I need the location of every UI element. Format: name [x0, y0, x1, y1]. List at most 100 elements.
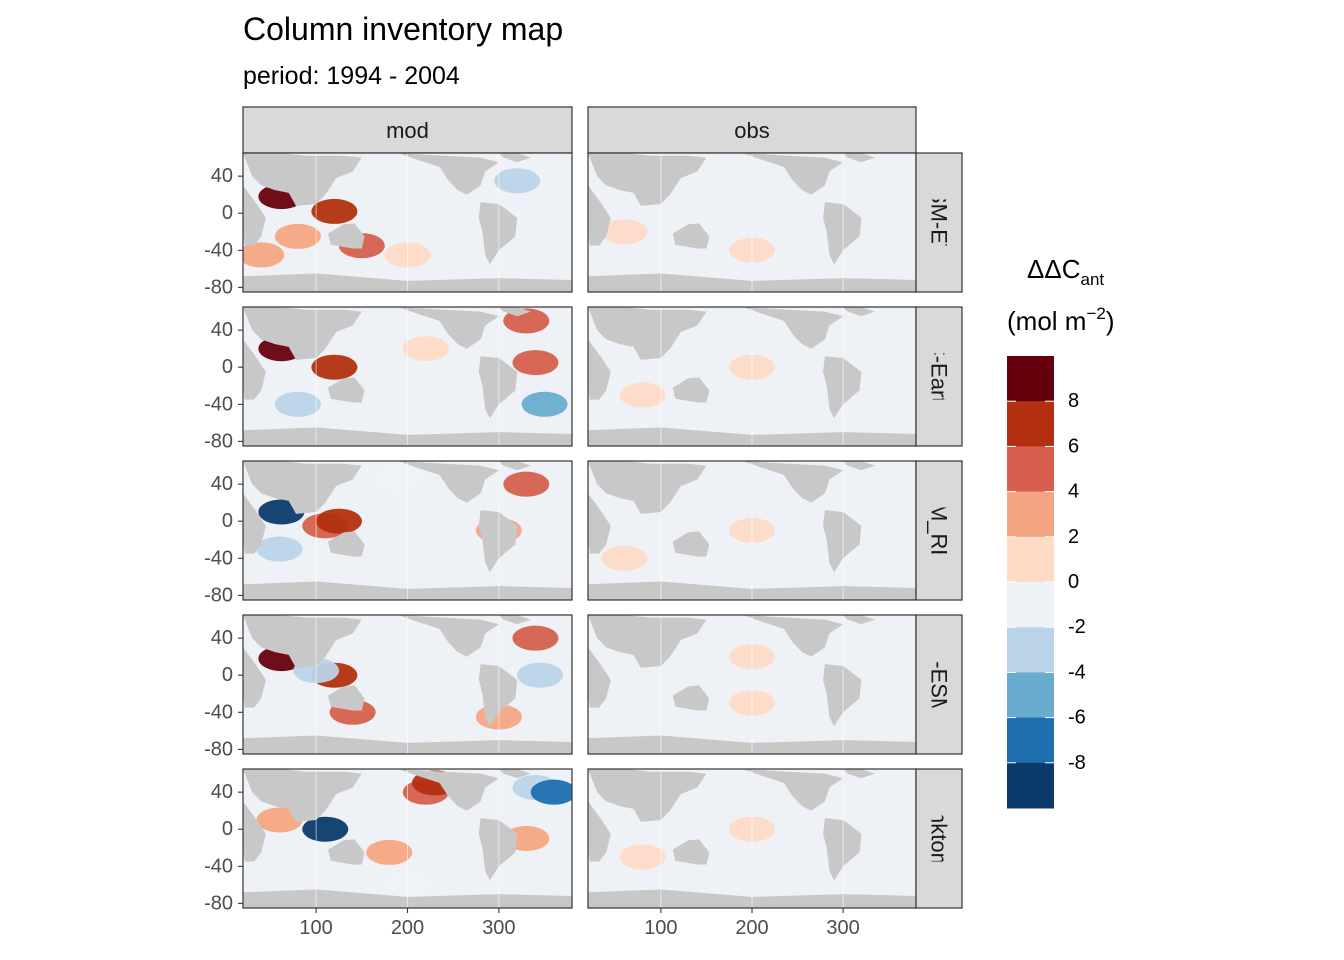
legend-title: ΔΔCant — [1027, 254, 1104, 289]
land-mass — [843, 307, 875, 317]
legend-label: 4 — [1068, 481, 1079, 503]
legend-unit-exponent: −2 — [1086, 304, 1105, 323]
land-mass — [823, 664, 862, 727]
legend-color-step — [1007, 627, 1054, 673]
anomaly-patch — [256, 807, 303, 833]
legend: ΔΔCant (mol m−2) 8 6 4 2 0 -2 -4 -6 -8 — [1007, 254, 1115, 809]
land-mass — [588, 615, 707, 668]
anomaly-patch — [494, 168, 541, 194]
legend-label: 2 — [1068, 526, 1079, 548]
legend-title-subscript: ant — [1081, 270, 1105, 289]
anomaly-patch — [274, 391, 321, 417]
y-tick-label: -80 — [204, 276, 233, 298]
row-strip-label: planktom12 — [927, 782, 952, 896]
row-strip-label: FESOM_REcoM_ — [927, 443, 952, 619]
legend-color-step — [1007, 582, 1054, 628]
y-tick-label: 0 — [222, 818, 233, 840]
y-tick-label: -40 — [204, 547, 233, 569]
land-mass — [823, 818, 862, 881]
anomaly-patch — [619, 382, 666, 408]
anomaly-patch — [311, 354, 358, 380]
land-mass — [588, 153, 611, 246]
y-tick-label: 0 — [222, 202, 233, 224]
anomaly-patch — [503, 471, 550, 497]
x-tick-label: 300 — [826, 917, 859, 939]
land-mass — [243, 769, 266, 862]
anomaly-patch — [302, 816, 349, 842]
legend-color-step — [1007, 672, 1054, 719]
row-strip: planktom12 — [915, 768, 963, 909]
map-panel-ec-earth3-obs — [587, 306, 917, 447]
land-mass — [243, 307, 362, 360]
land-mass — [327, 839, 365, 865]
land-mass — [588, 769, 611, 862]
land-mass — [742, 307, 844, 349]
anomaly-patch — [256, 536, 303, 562]
land-mass — [742, 153, 844, 195]
anomaly-patch — [402, 336, 449, 362]
land-mass — [398, 307, 499, 349]
anomaly-patch — [619, 844, 666, 870]
land-mass — [243, 307, 266, 400]
anomaly-patch — [375, 467, 422, 493]
y-tick-label: 40 — [211, 627, 233, 649]
y-tick-label: 40 — [211, 781, 233, 803]
legend-color-step — [1007, 401, 1054, 447]
x-tick-label: 300 — [482, 917, 515, 939]
map-panel-fesom-recom-mod — [242, 460, 573, 601]
land-mass — [843, 769, 875, 779]
land-mass — [478, 356, 518, 419]
land-mass — [327, 223, 365, 249]
anomaly-patch — [601, 545, 648, 571]
land-mass — [478, 510, 518, 573]
map-panel-planktom12-obs — [587, 768, 917, 909]
row-strip: EC-Earth3 — [915, 306, 963, 447]
panel-border — [242, 152, 573, 293]
land-mass — [588, 153, 707, 206]
y-tick-label: -40 — [204, 701, 233, 723]
legend-color-step — [1007, 356, 1054, 402]
land-mass — [243, 769, 362, 822]
anomaly-patch — [521, 391, 568, 417]
map-panel-fesom-recom-obs — [587, 460, 917, 601]
y-tick-label: 0 — [222, 510, 233, 532]
y-tick-label: -80 — [204, 892, 233, 914]
land-mass — [742, 769, 844, 811]
land-mass — [327, 377, 365, 403]
anomaly-patch — [311, 198, 358, 224]
panel-border — [242, 460, 573, 601]
land-mass — [672, 839, 710, 865]
row-strip: MRI-ESM2-1 — [915, 614, 963, 755]
chart-subtitle: period: 1994 - 2004 — [243, 62, 460, 90]
land-mass — [823, 202, 862, 265]
anomaly-patch — [516, 662, 564, 688]
y-axes: 40 0 -40 -80 40 0 -40 -80 40 0 -40 -80 40 0 -40 -80 40 0 -… — [204, 165, 243, 914]
map-panel-mri-esm2-1-mod — [242, 614, 573, 755]
anomaly-patch — [274, 223, 321, 249]
land-mass — [843, 615, 875, 625]
legend-label: -8 — [1068, 752, 1086, 774]
y-tick-label: -80 — [204, 738, 233, 760]
anomaly-patch — [512, 625, 559, 651]
land-mass — [672, 531, 710, 557]
land-mass — [243, 153, 266, 246]
y-tick-label: 40 — [211, 473, 233, 495]
legend-color-step — [1007, 717, 1054, 764]
land-mass — [498, 153, 531, 163]
column-strip-obs: obs — [587, 106, 917, 154]
land-mass — [588, 769, 707, 822]
legend-label: -6 — [1068, 707, 1086, 729]
land-mass — [478, 818, 518, 881]
land-mass — [843, 461, 875, 471]
row-strip: FESOM_REcoM_ — [915, 443, 963, 619]
legend-color-step — [1007, 536, 1054, 583]
map-panel-mri-esm2-1-obs — [587, 614, 917, 755]
y-tick-label: -40 — [204, 855, 233, 877]
legend-color-step — [1007, 762, 1054, 809]
row-strips: CESM-ETHZ EC-Earth3 FESOM_REcoM_MRI-ESM2-1… — [915, 152, 963, 909]
y-tick-label: 40 — [211, 319, 233, 341]
y-tick-label: 0 — [222, 664, 233, 686]
land-mass — [243, 461, 362, 514]
land-mass — [742, 461, 844, 503]
land-mass — [823, 356, 862, 419]
